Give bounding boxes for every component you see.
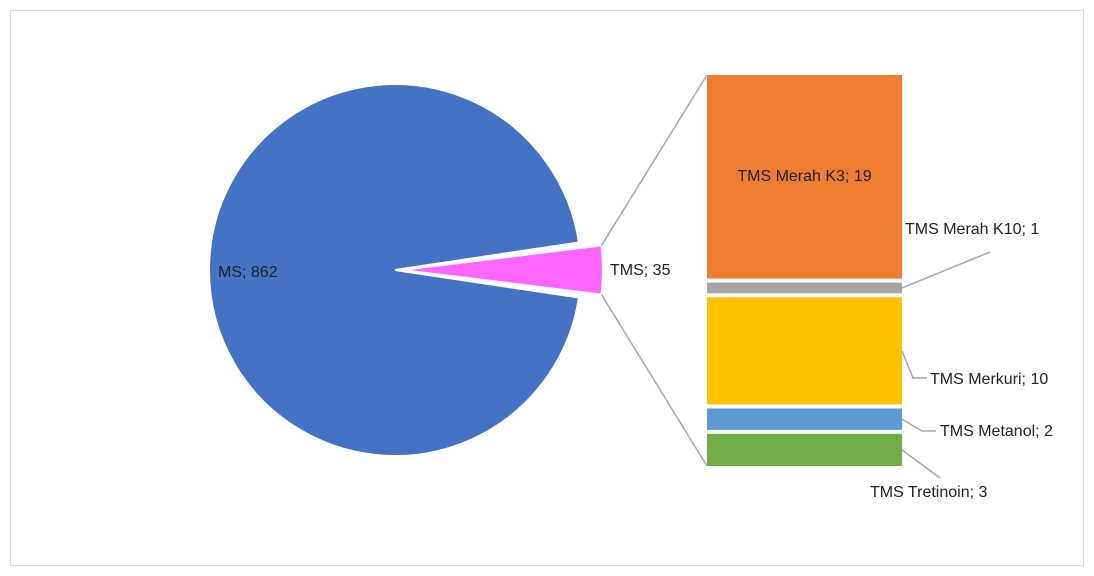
pie-slice xyxy=(401,244,604,296)
data-label: TMS Merah K10; 1 xyxy=(905,221,1039,238)
data-label: TMS Merkuri; 10 xyxy=(930,371,1048,388)
data-label: TMS Metanol; 2 xyxy=(940,423,1053,440)
leader-line xyxy=(901,418,936,432)
connector xyxy=(600,294,708,467)
leader-line xyxy=(901,350,927,379)
data-label: TMS; 35 xyxy=(610,262,671,279)
data-label: TMS Merah K3; 19 xyxy=(737,168,871,185)
leader-line xyxy=(901,449,941,479)
data-label: MS; 862 xyxy=(218,264,278,281)
connector xyxy=(600,74,708,246)
bar-segment xyxy=(707,408,902,430)
leader-line xyxy=(901,251,991,289)
bar-segment xyxy=(707,282,902,294)
data-label: TMS Tretinoin; 3 xyxy=(870,484,987,501)
bar-segment xyxy=(707,297,902,405)
pie-slice xyxy=(208,83,581,457)
bar-segment xyxy=(707,75,902,279)
bar-segment xyxy=(707,433,902,466)
